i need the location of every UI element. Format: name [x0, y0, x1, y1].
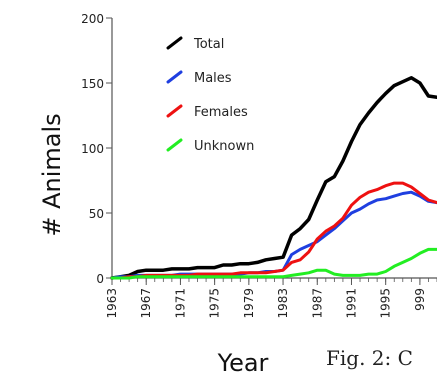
x-tick-label: 1979 — [242, 288, 256, 319]
legend-label-males: Males — [194, 71, 232, 86]
legend-swatch-males — [166, 70, 183, 84]
legend-swatch-unknown — [166, 138, 183, 152]
series-lines — [110, 76, 437, 280]
legend-label-females: Females — [194, 105, 248, 120]
legend-label-total: Total — [193, 37, 224, 52]
figure-caption: Fig. 2: C — [326, 346, 413, 370]
x-tick-label: 1987 — [310, 288, 324, 319]
legend-swatch-females — [166, 104, 183, 118]
y-tick-label: 100 — [81, 142, 104, 156]
x-tick-label: 1971 — [173, 288, 187, 319]
y-axis-ticks: 0 50 100 150 200 — [81, 12, 112, 286]
series-line-unknown — [110, 247, 437, 280]
y-tick-label: 0 — [96, 272, 104, 286]
y-tick-label: 50 — [89, 207, 104, 221]
series-line-total — [110, 76, 437, 280]
x-tick-label: 1983 — [276, 288, 290, 319]
x-tick-label: 1991 — [344, 288, 358, 319]
x-axis-label: Year — [217, 349, 269, 377]
y-tick-label: 150 — [81, 77, 104, 91]
x-axis-ticks: 1963 1967 1971 1975 1979 1983 1987 1991 1995 999 — [105, 278, 437, 319]
y-tick-label: 200 — [81, 12, 104, 26]
legend: Total Males Females Unknown — [166, 36, 254, 154]
series-line-males — [110, 190, 437, 280]
x-tick-label: 1963 — [105, 288, 119, 319]
x-tick-label: 1995 — [379, 288, 393, 319]
legend-swatch-total — [166, 36, 183, 50]
axes — [111, 18, 437, 279]
x-tick-label: 999 — [413, 288, 427, 311]
y-axis-label: # Animals — [38, 113, 66, 236]
x-tick-label: 1967 — [139, 288, 153, 319]
legend-label-unknown: Unknown — [194, 139, 254, 154]
x-tick-label: 1975 — [208, 288, 222, 319]
